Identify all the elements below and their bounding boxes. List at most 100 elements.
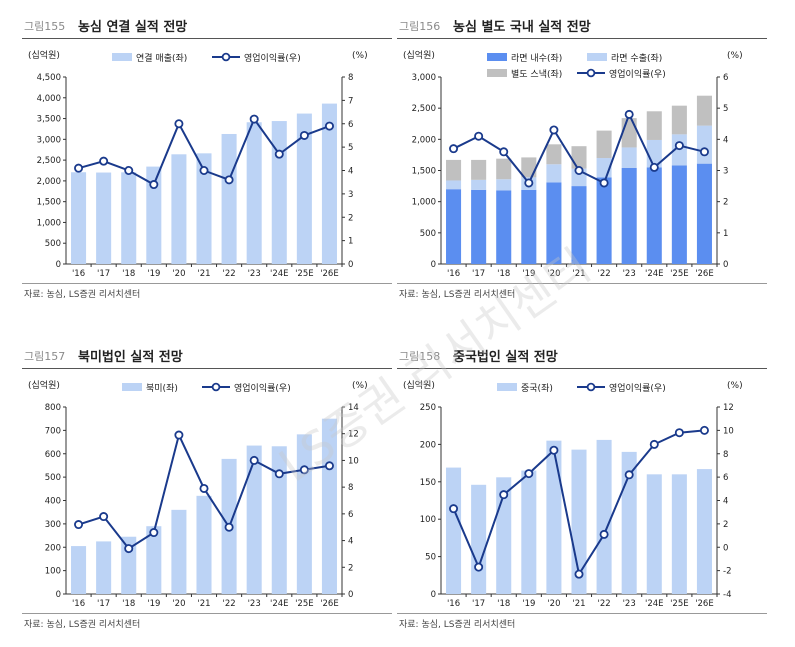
- y-tick-label-left: 2,000: [412, 135, 436, 145]
- bar: [446, 159, 462, 181]
- bar: [321, 418, 337, 594]
- line-point: [324, 461, 334, 471]
- line-point: [249, 455, 259, 465]
- line-point: [674, 141, 684, 151]
- line-point: [499, 147, 509, 157]
- line-point: [549, 125, 559, 135]
- line-point: [149, 180, 159, 190]
- line-point: [174, 430, 184, 440]
- line-point: [574, 166, 584, 176]
- line-point: [99, 156, 109, 166]
- y-tick-label-right: 0: [348, 590, 353, 600]
- right-axis-unit: (%): [352, 381, 368, 391]
- legend-swatch: [587, 53, 607, 61]
- bar: [621, 451, 637, 594]
- y-tick-label-right: 8: [723, 450, 728, 460]
- chart-north-america: (십억원) (%) 0 100 200 300 400 500 600 700 800 0 2 4 6 8 10…: [28, 379, 368, 609]
- y-tick-label-right: 7: [348, 96, 353, 106]
- left-axis-unit: (십억원): [403, 49, 435, 61]
- bar: [71, 172, 87, 264]
- bar: [96, 541, 112, 594]
- chart-title: 북미법인 실적 전망: [78, 350, 183, 365]
- x-tick-label: '24E: [645, 599, 664, 609]
- y-tick-label-right: 6: [723, 73, 728, 83]
- y-tick-label-left: 2,500: [37, 156, 61, 166]
- y-tick-label-right: 6: [723, 473, 728, 483]
- line-point: [74, 520, 84, 530]
- y-tick-label-left: 0: [431, 260, 436, 270]
- bar: [646, 474, 662, 594]
- x-tick-label: '26E: [320, 599, 339, 609]
- bar: [671, 474, 687, 594]
- bar: [446, 189, 462, 264]
- panel-header: 그림158 중국법인 실적 전망: [397, 346, 767, 369]
- chart-title: 농심 연결 실적 전망: [78, 20, 188, 35]
- legend-marker: [586, 382, 596, 392]
- bar: [146, 526, 162, 594]
- bar: [696, 469, 712, 594]
- x-tick-label: '25E: [295, 599, 314, 609]
- panel-header: 그림156 농심 별도 국내 실적 전망: [397, 16, 767, 39]
- x-tick-label: '24E: [645, 269, 664, 279]
- y-tick-label-left: 500: [420, 229, 436, 239]
- bar: [471, 179, 487, 190]
- y-tick-label-right: 4: [723, 497, 728, 507]
- x-tick-label: '24E: [270, 269, 289, 279]
- y-tick-label-right: 8: [348, 73, 353, 83]
- y-tick-label-left: 100: [420, 515, 436, 525]
- y-tick-label-right: 1: [348, 237, 353, 247]
- x-tick-label: '23: [623, 599, 636, 609]
- y-tick-label-left: 1,000: [412, 198, 436, 208]
- y-tick-label-left: 1,500: [37, 198, 61, 208]
- y-tick-label-left: 200: [45, 543, 61, 553]
- figure-number: 그림158: [399, 350, 441, 363]
- bar: [621, 168, 637, 264]
- line-point: [299, 130, 309, 140]
- legend-label: 연결 매출(좌): [136, 53, 187, 64]
- right-axis-unit: (%): [727, 381, 743, 391]
- y-tick-label-right: 5: [723, 104, 728, 114]
- line-point: [474, 562, 484, 572]
- y-tick-label-left: 3,500: [37, 115, 61, 125]
- panel-china: 그림158 중국법인 실적 전망 (십억원) (%) 0 50 100 150 200 250…: [397, 330, 782, 640]
- line-point: [174, 119, 184, 129]
- y-tick-label-left: 4,500: [37, 73, 61, 83]
- x-tick-label: '20: [172, 269, 185, 279]
- x-tick-label: '17: [97, 269, 110, 279]
- line-point: [249, 114, 259, 124]
- x-tick-label: '17: [472, 269, 485, 279]
- y-tick-label-left: 2,000: [37, 177, 61, 187]
- left-axis-unit: (십억원): [28, 49, 60, 61]
- y-tick-label-right: 3: [348, 190, 353, 200]
- y-tick-label-right: 0: [348, 260, 353, 270]
- line-point: [274, 469, 284, 479]
- bar: [671, 165, 687, 264]
- x-tick-label: '22: [223, 599, 236, 609]
- x-tick-label: '19: [147, 599, 160, 609]
- bar: [71, 546, 87, 594]
- chart-title: 중국법인 실적 전망: [453, 350, 558, 365]
- y-tick-label-right: 6: [348, 120, 353, 130]
- x-tick-label: '26E: [320, 269, 339, 279]
- figure-number: 그림157: [24, 350, 66, 363]
- y-tick-label-right: 2: [348, 213, 353, 223]
- bar: [596, 177, 612, 264]
- y-tick-label-left: 1,000: [37, 218, 61, 228]
- y-tick-label-right: -4: [723, 590, 731, 600]
- line-point: [74, 163, 84, 173]
- chart-consolidated: (십억원) (%) 0 500 1,000 1,500 2,000 2,500 3,000 3,5…: [28, 49, 368, 279]
- y-tick-label-left: 0: [431, 590, 436, 600]
- bar: [571, 146, 587, 169]
- line-point: [599, 529, 609, 539]
- y-tick-label-left: 800: [45, 403, 61, 413]
- chart-china: (십억원) (%) 0 50 100 150 200 250 -4 -2 0 2 4 6 8 10 12 '16 '…: [403, 379, 743, 609]
- y-tick-label-right: 0: [723, 543, 728, 553]
- bar: [296, 113, 312, 265]
- line-point: [199, 483, 209, 493]
- left-axis-unit: (십억원): [28, 379, 60, 391]
- y-tick-label-left: 3,000: [37, 135, 61, 145]
- y-tick-label-right: 4: [348, 537, 353, 547]
- x-tick-label: '22: [598, 269, 611, 279]
- y-tick-label-left: 1,500: [412, 167, 436, 177]
- bar: [271, 446, 287, 594]
